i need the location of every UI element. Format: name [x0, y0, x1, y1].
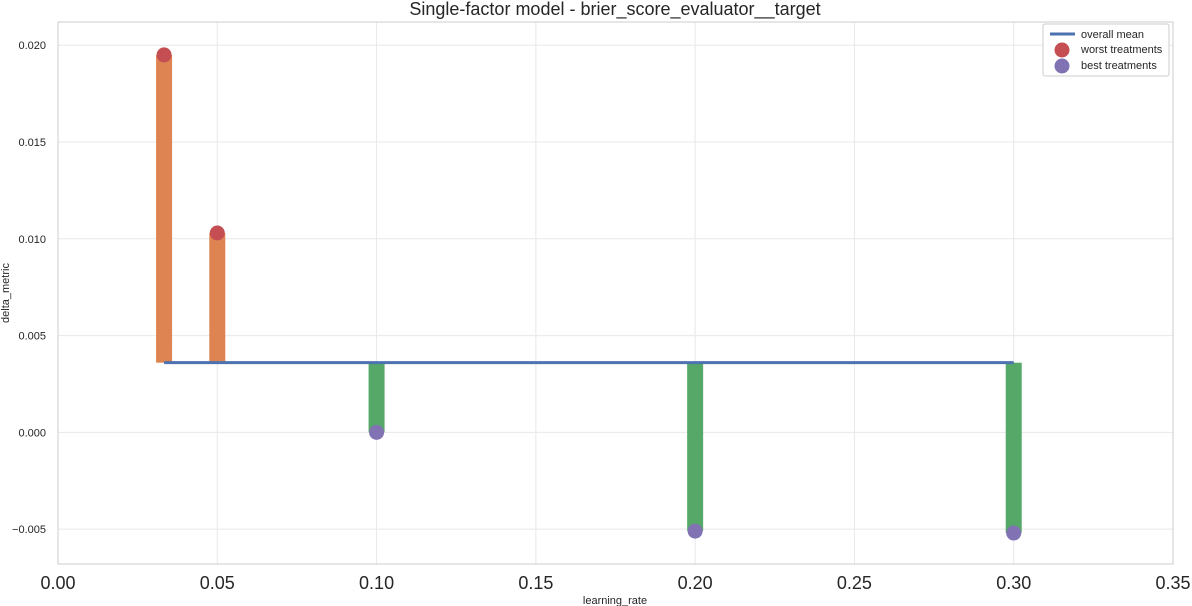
best-treatment-bar: [368, 362, 385, 433]
worst-treatment-bar: [156, 54, 173, 363]
legend-box: [1042, 23, 1170, 77]
legend-best-treatments-label: best treatments: [1081, 60, 1157, 72]
x-tick-label: 0.05: [200, 573, 235, 593]
y-tick-label: 0.000: [18, 427, 46, 439]
legend-best-treatments-swatch: [1054, 58, 1070, 74]
legend-overall-mean-label: overall mean: [1081, 29, 1144, 41]
y-tick-label: 0.020: [18, 40, 46, 52]
treatment-markers: [156, 47, 1022, 541]
x-tick-label: 0.15: [518, 573, 553, 593]
best-treatment-bar: [687, 362, 704, 532]
best-treatment-marker: [687, 523, 703, 539]
legend-worst-treatments-label: worst treatments: [1080, 44, 1163, 56]
best-treatment-bar: [1005, 362, 1022, 534]
worst-treatment-bar: [209, 232, 226, 363]
x-tick-label: 0.35: [1155, 573, 1190, 593]
y-tick-label: 0.010: [18, 234, 46, 246]
x-tick-label: 0.10: [359, 573, 394, 593]
worst-treatment-marker: [156, 47, 172, 63]
x-axis-ticks: 0.00 0.05 0.10 0.15 0.20 0.25 0.30 0.35: [40, 573, 1190, 593]
best-treatment-marker: [1006, 525, 1022, 541]
y-tick-label: 0.005: [18, 331, 46, 343]
grid: [57, 22, 1174, 564]
worst-treatment-marker: [209, 225, 225, 241]
x-tick-label: 0.25: [837, 573, 872, 593]
x-tick-label: 0.30: [996, 573, 1031, 593]
legend: overall mean worst treatments best treat…: [1042, 23, 1170, 77]
y-axis-ticks: −0.005 0.000 0.005 0.010 0.015 0.020: [12, 40, 46, 536]
treatment-bars: [156, 54, 1022, 534]
chart-title: Single-factor model - brier_score_evalua…: [409, 0, 820, 20]
y-tick-label: −0.005: [12, 524, 46, 536]
legend-worst-treatments-swatch: [1054, 42, 1070, 58]
x-axis-label: learning_rate: [583, 595, 647, 606]
best-treatment-marker: [369, 424, 385, 440]
x-tick-label: 0.20: [678, 573, 713, 593]
x-tick-label: 0.00: [40, 573, 75, 593]
y-axis-label: delta_metric: [0, 263, 12, 323]
plot-area: [57, 21, 1174, 565]
y-tick-label: 0.015: [18, 137, 46, 149]
